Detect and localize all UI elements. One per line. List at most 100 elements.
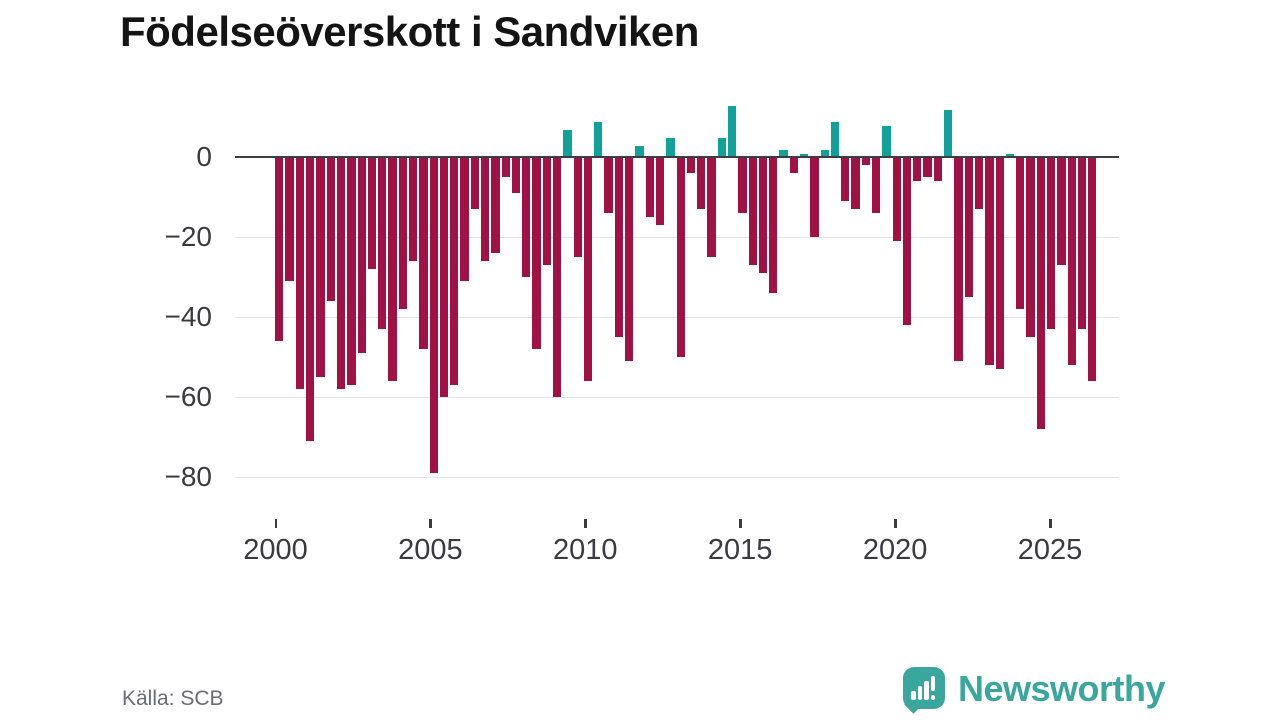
bar-negative (367, 157, 377, 270)
x-axis-tick (894, 519, 897, 528)
x-axis-tick-label: 2000 (243, 534, 308, 566)
logo-bar-small (911, 691, 916, 700)
y-gridline (235, 396, 1119, 399)
bar-negative (285, 157, 294, 282)
y-gridline (235, 476, 1119, 479)
bar-negative (614, 157, 624, 338)
bar-negative (316, 157, 325, 378)
bar-negative (995, 157, 1004, 370)
bar-negative (625, 157, 634, 362)
bar-positive (882, 125, 891, 158)
bar-negative (491, 157, 500, 254)
page-title: Födelseöverskott i Sandviken (120, 8, 699, 55)
bar-positive (635, 145, 644, 158)
bar-negative (1088, 157, 1097, 382)
zero-axis-line (235, 155, 1119, 159)
bar-negative (419, 157, 428, 350)
bar-negative (357, 157, 366, 354)
source-label: Källa: SCB (122, 687, 224, 710)
y-axis-tick-label: −40 (164, 301, 213, 333)
y-axis-tick-label: −80 (164, 461, 213, 493)
bar-negative (388, 157, 397, 382)
bar-negative (697, 157, 706, 210)
bar-negative (964, 157, 973, 298)
bar-negative (1046, 157, 1056, 330)
x-axis-tick-label: 2025 (1017, 534, 1083, 566)
bar-positive (779, 149, 788, 158)
bar-positive (830, 121, 840, 158)
newsworthy-chart-bubble-icon (903, 667, 945, 714)
bar-negative (810, 157, 819, 238)
bar-negative (1036, 157, 1045, 430)
bar-negative (645, 157, 654, 218)
x-axis-tick (739, 519, 742, 528)
y-axis-tick-label: −20 (164, 221, 213, 253)
bar-positive (944, 109, 953, 158)
bar-negative (408, 157, 418, 262)
bar-negative (1067, 157, 1076, 366)
y-axis-tick-label: −60 (164, 381, 213, 413)
x-axis-tick-label: 2010 (553, 534, 618, 566)
x-axis-tick (429, 519, 432, 528)
bar-positive (727, 105, 737, 158)
bar-negative (707, 157, 716, 258)
bar-negative (470, 157, 479, 210)
bar-negative (769, 157, 778, 294)
x-axis-tick-label: 2005 (398, 534, 463, 566)
bar-negative (439, 157, 449, 398)
bar-negative (553, 157, 562, 398)
bar-negative (542, 157, 552, 266)
bar-negative (655, 157, 665, 226)
x-axis-tick (1049, 519, 1052, 528)
bar-negative (1057, 157, 1066, 266)
bar-negative (974, 157, 984, 210)
bar-negative (306, 157, 315, 442)
x-axis-tick-label: 2020 (862, 534, 928, 566)
bar-negative (398, 157, 407, 310)
bar-negative (511, 157, 521, 194)
x-axis-tick (584, 519, 587, 528)
bar-negative (1016, 157, 1025, 310)
bar-negative (985, 157, 994, 366)
y-axis-tick-label: 0 (196, 141, 212, 173)
logo-exclamation-dot (930, 695, 935, 700)
bar-negative (758, 157, 768, 274)
bar-positive (717, 137, 726, 158)
bar-negative (481, 157, 490, 262)
bar-negative (1026, 157, 1035, 338)
bar-negative (913, 157, 922, 182)
newsworthy-logo: Newsworthy (903, 665, 1173, 715)
bar-negative (748, 157, 757, 266)
bar-negative (686, 157, 696, 174)
bar-negative (861, 157, 871, 166)
bar-negative (460, 157, 469, 282)
bar-negative (326, 157, 335, 302)
bar-negative (892, 157, 901, 242)
bar-negative (902, 157, 912, 326)
bar-negative (295, 157, 305, 390)
bar-positive (820, 149, 829, 158)
bar-negative (933, 157, 943, 182)
bar-negative (336, 157, 346, 390)
bar-negative (429, 157, 438, 474)
bar-positive (666, 137, 675, 158)
bar-negative (923, 157, 932, 178)
bar-negative (738, 157, 747, 214)
logo-bar-tall (924, 681, 929, 700)
bar-negative (275, 157, 284, 342)
bar-negative (522, 157, 531, 278)
bar-negative (573, 157, 582, 258)
bar-negative (532, 157, 541, 350)
bar-negative (851, 157, 860, 210)
bar-negative (676, 157, 685, 358)
bar-positive (563, 129, 572, 158)
bar-negative (378, 157, 387, 330)
bar-negative (583, 157, 593, 382)
bar-negative (954, 157, 963, 362)
bar-negative (789, 157, 798, 174)
bar-negative (501, 157, 510, 178)
bar-negative (872, 157, 881, 214)
bar-negative (841, 157, 850, 202)
bar-negative (1077, 157, 1087, 330)
